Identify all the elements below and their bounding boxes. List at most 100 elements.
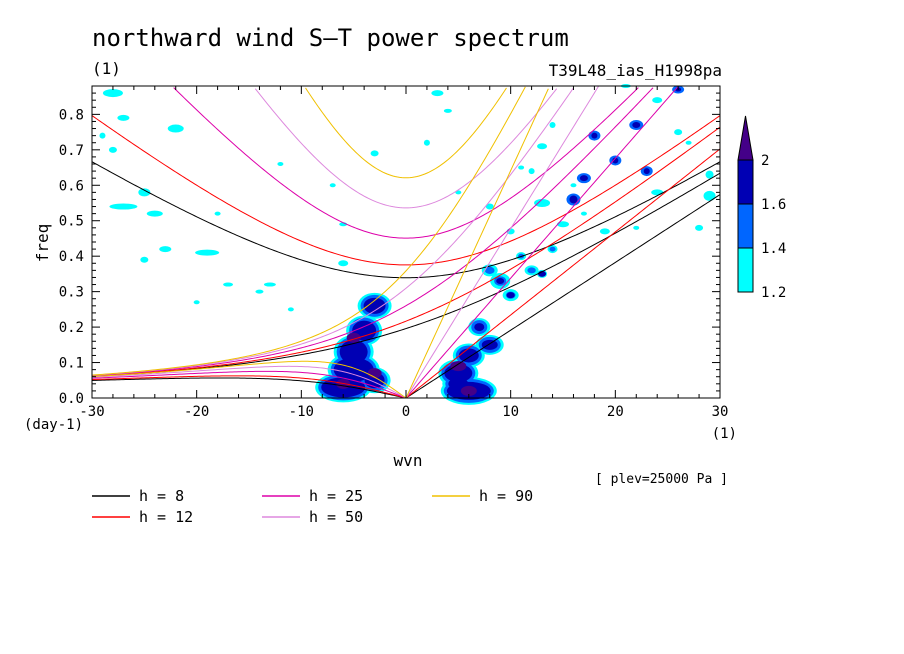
spectral-blob-low — [370, 150, 379, 157]
y-tick-label: 0.7 — [59, 143, 84, 159]
spectral-blob-low — [99, 132, 106, 139]
spectral-blob-low — [674, 129, 683, 136]
shaded-spectrum-layer — [99, 84, 716, 405]
spectral-blob-high — [591, 132, 598, 139]
spectral-blob-high — [612, 157, 619, 164]
chart-subtitle-unit: (1) — [92, 59, 121, 78]
spectral-blob-low — [195, 249, 220, 256]
colorbar-label: 1.6 — [761, 197, 786, 213]
inertia-gravity-curve-h90 — [305, 87, 507, 179]
spectral-blob-high — [643, 168, 650, 175]
spectral-blob-low — [287, 307, 294, 312]
y-tick-label: 0.5 — [59, 214, 84, 230]
spectral-blob-low — [138, 188, 151, 197]
spectral-blob-high — [579, 175, 588, 182]
legend-label: h = 90 — [479, 487, 533, 505]
inertia-gravity-curve-h50 — [254, 88, 558, 209]
spectral-blob-mid — [484, 266, 495, 274]
colorbar-label: 2 — [761, 153, 769, 169]
plot-frame — [91, 85, 721, 399]
spectral-blob-low — [277, 162, 284, 166]
rossby-curve-h25 — [91, 370, 407, 399]
mixed-rossby-gravity-curve-h25 — [91, 87, 654, 377]
x-axis-label: wvn — [394, 451, 423, 470]
legend: h = 8 h = 12 h = 25 h = 50 h = 90 — [92, 487, 533, 526]
colorbar-label: 1.4 — [761, 241, 786, 257]
chart-title: northward wind S–T power spectrum — [92, 24, 569, 52]
spectral-blob-low — [537, 143, 548, 150]
spectral-blob-low — [580, 211, 587, 216]
legend-label: h = 8 — [139, 487, 184, 505]
spectral-blob-peak — [460, 385, 477, 396]
colorbar: 1.2 1.4 1.6 2 — [737, 115, 786, 301]
x-tick-label: -20 — [184, 404, 209, 420]
x-tick-label: 30 — [712, 404, 729, 420]
spectral-blob-low — [223, 282, 234, 287]
y-tick-label: 0.2 — [59, 320, 84, 336]
rossby-curve-h90 — [91, 360, 407, 399]
chart-subtitle-experiment: T39L48_ias_H1998pa — [549, 61, 722, 80]
spectral-blob-low — [695, 224, 704, 231]
spectral-blob-low — [329, 183, 336, 188]
spectral-blob-high — [474, 323, 485, 332]
spectral-blob-peak — [450, 361, 467, 372]
spectral-blob-low — [431, 90, 444, 97]
spectral-blob-low — [443, 108, 452, 113]
x-axis-unit: (1) — [712, 426, 737, 442]
mixed-rossby-gravity-curve-h90 — [91, 86, 526, 376]
spectral-blob-high — [448, 377, 469, 390]
kelvin-curve-h8 — [405, 194, 721, 399]
spectral-blob-low — [255, 289, 264, 294]
spectral-blob-low — [109, 203, 138, 210]
spectral-blob-low — [167, 124, 184, 133]
kelvin-curve-h90 — [405, 88, 549, 399]
y-tick-label: 0.8 — [59, 107, 84, 123]
spectral-blob-low — [423, 139, 430, 146]
spectral-blob-low — [570, 183, 577, 188]
y-axis-unit: (day-1) — [24, 417, 83, 433]
kelvin-curve-h50 — [405, 85, 600, 399]
colorbar-arrow — [737, 115, 754, 161]
colorbar-label: 1.2 — [761, 285, 786, 301]
y-tick-label: 0.4 — [59, 249, 84, 265]
spectral-blob-low — [599, 228, 610, 235]
axis-ticks: -30 -20 -10 0 10 20 30 0.0 0.1 0.2 0.3 0.4 0.5 0.6 0.7… — [59, 86, 729, 420]
spectral-blob-low — [146, 210, 163, 217]
inertia-gravity-curve-h25 — [173, 87, 639, 239]
spectral-blob-high — [333, 357, 374, 382]
colorbar-segment — [737, 247, 754, 293]
y-tick-label: 0.3 — [59, 285, 84, 301]
spectral-blob-peak — [367, 368, 382, 379]
spectral-blob-low — [214, 211, 221, 216]
spectral-blob-low — [263, 282, 276, 287]
spectral-blob-low — [534, 199, 551, 207]
spectral-blob-mid — [549, 246, 556, 252]
x-tick-label: 10 — [502, 404, 519, 420]
inertia-gravity-curve-h12 — [91, 115, 721, 266]
kelvin-curve-h12 — [405, 148, 721, 399]
x-tick-label: 0 — [402, 404, 410, 420]
spectral-blob-low — [518, 165, 525, 170]
spectral-blob-low — [193, 300, 200, 305]
spectral-blob-high — [569, 195, 578, 204]
spectral-blob-high — [496, 278, 505, 284]
legend-label: h = 12 — [139, 508, 193, 526]
spectral-blob-high — [481, 339, 498, 350]
legend-label: h = 25 — [309, 487, 363, 505]
spectral-blob-low — [117, 114, 130, 121]
spectral-blob-low — [159, 246, 172, 253]
kelvin-curve-h25 — [405, 86, 679, 399]
spectral-blob-low — [652, 97, 663, 104]
spectral-blob-high — [363, 297, 386, 314]
spectral-blob-high — [632, 122, 641, 128]
y-tick-label: 0.0 — [59, 391, 84, 407]
spectral-blob-high — [339, 339, 368, 364]
spectral-blob-low — [703, 190, 716, 201]
spectral-blob-mid — [527, 267, 536, 274]
spectral-blob-low — [338, 260, 349, 267]
legend-label: h = 50 — [309, 508, 363, 526]
x-tick-label: 20 — [607, 404, 624, 420]
spectral-blob-low — [108, 146, 117, 153]
mixed-rossby-gravity-curve-h12 — [91, 126, 721, 377]
x-tick-label: -30 — [79, 404, 104, 420]
